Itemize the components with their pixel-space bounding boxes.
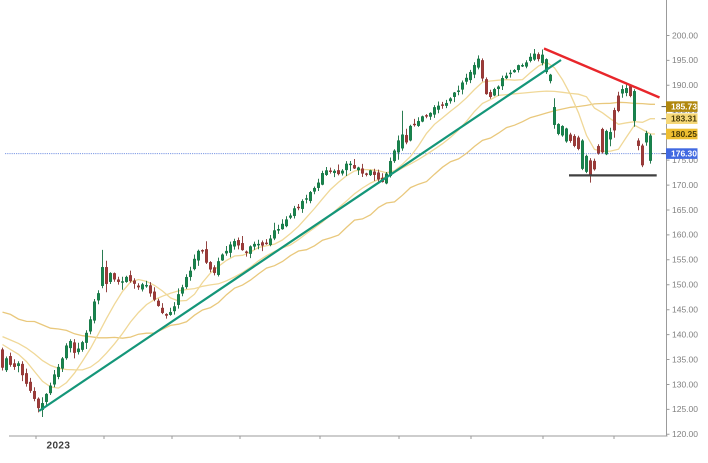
svg-text:170.00: 170.00: [672, 180, 698, 190]
svg-text:150.00: 150.00: [672, 280, 698, 290]
svg-text:2023: 2023: [47, 441, 71, 452]
svg-text:140.00: 140.00: [672, 329, 698, 339]
svg-text:130.00: 130.00: [672, 379, 698, 389]
svg-text:195.00: 195.00: [672, 55, 698, 65]
svg-text:135.00: 135.00: [672, 354, 698, 364]
svg-text:155.00: 155.00: [672, 255, 698, 265]
svg-text:175.00: 175.00: [672, 155, 698, 165]
svg-text:176.30: 176.30: [671, 149, 697, 159]
svg-text:190.00: 190.00: [672, 80, 698, 90]
svg-text:165.00: 165.00: [672, 205, 698, 215]
svg-text:125.00: 125.00: [672, 404, 698, 414]
svg-text:145.00: 145.00: [672, 305, 698, 315]
svg-text:185.73: 185.73: [671, 102, 697, 112]
svg-text:180.25: 180.25: [671, 129, 697, 139]
svg-text:160.00: 160.00: [672, 230, 698, 240]
svg-text:120.00: 120.00: [672, 429, 698, 439]
svg-text:183.31: 183.31: [671, 114, 697, 124]
svg-text:200.00: 200.00: [672, 30, 698, 40]
